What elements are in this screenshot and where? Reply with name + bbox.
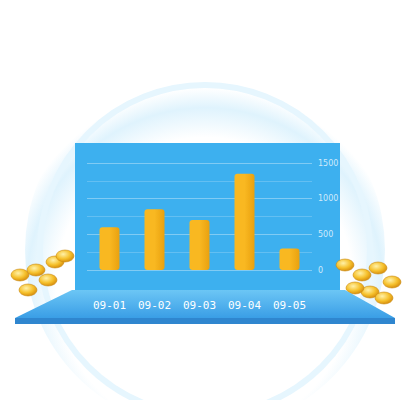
svg-text:09-04: 09-04	[228, 299, 261, 312]
svg-text:1000: 1000	[318, 194, 338, 203]
svg-text:09-03: 09-03	[183, 299, 216, 312]
svg-text:09-01: 09-01	[93, 299, 126, 312]
svg-text:0: 0	[318, 266, 323, 275]
svg-text:1500: 1500	[318, 159, 338, 168]
svg-text:09-05: 09-05	[273, 299, 306, 312]
svg-text:500: 500	[318, 230, 333, 239]
svg-text:09-02: 09-02	[138, 299, 171, 312]
